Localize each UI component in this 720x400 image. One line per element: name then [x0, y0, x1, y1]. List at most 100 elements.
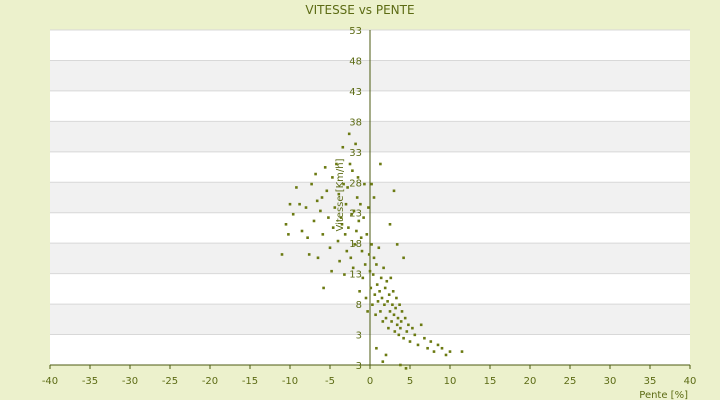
data-point	[365, 233, 369, 236]
data-point	[331, 176, 334, 179]
data-point	[370, 243, 373, 246]
data-point	[375, 283, 379, 286]
data-point	[319, 209, 322, 213]
data-point	[388, 310, 392, 313]
y-tick-label: 23	[349, 209, 362, 220]
data-point	[355, 196, 359, 199]
data-point	[363, 182, 366, 186]
data-point	[399, 326, 402, 330]
data-point	[423, 336, 426, 340]
data-point	[284, 223, 288, 226]
y-axis-label: Vitesse [Km/h]	[335, 158, 346, 231]
data-point	[384, 316, 388, 320]
data-point	[387, 293, 391, 296]
data-point	[398, 303, 401, 306]
data-point	[382, 266, 385, 270]
data-point	[432, 350, 436, 353]
data-point	[379, 276, 383, 280]
data-point	[402, 336, 405, 340]
data-point	[399, 320, 403, 323]
data-point	[396, 316, 400, 320]
data-point	[429, 340, 433, 343]
y-tick-label: 8	[356, 300, 362, 311]
data-point	[436, 343, 440, 347]
data-point	[366, 310, 369, 313]
data-point	[389, 276, 393, 280]
data-point	[350, 212, 353, 216]
data-point	[330, 269, 333, 273]
data-point	[411, 326, 414, 330]
data-point	[375, 346, 378, 350]
data-point	[394, 306, 397, 310]
data-point	[351, 169, 354, 172]
data-point	[327, 216, 330, 219]
y-tick-label: 3	[356, 331, 362, 342]
data-point	[300, 229, 304, 233]
data-point	[345, 249, 349, 253]
data-points	[280, 132, 464, 370]
data-point	[377, 246, 381, 250]
data-point	[440, 346, 444, 350]
data-point	[385, 279, 389, 283]
data-point	[460, 350, 464, 353]
data-point	[322, 286, 325, 290]
data-point	[373, 293, 377, 296]
data-point	[335, 162, 338, 166]
data-point	[413, 333, 417, 337]
data-point	[404, 367, 408, 370]
x-tick-label: 10	[444, 376, 457, 387]
y-tick-label: 48	[349, 56, 362, 67]
data-point	[370, 182, 373, 186]
data-point	[381, 320, 385, 323]
data-point	[354, 142, 357, 146]
data-point	[403, 316, 407, 320]
data-point	[339, 216, 343, 219]
data-point	[374, 313, 377, 317]
x-tick-label: -10	[282, 376, 298, 387]
data-point	[395, 323, 399, 327]
data-point	[328, 246, 332, 250]
data-point	[392, 189, 396, 193]
data-point	[325, 189, 329, 193]
data-point	[340, 223, 344, 226]
x-tick-label: -5	[325, 376, 335, 387]
data-point	[348, 162, 352, 166]
x-tick-label: -20	[202, 376, 218, 387]
x-tick-label: 25	[564, 376, 577, 387]
data-point	[320, 196, 324, 199]
x-tick-label: 35	[644, 376, 657, 387]
x-axis-label: Pente [%]	[639, 390, 688, 400]
data-point	[347, 132, 351, 136]
data-point	[355, 229, 358, 233]
x-tick-label: 5	[407, 376, 413, 387]
data-point	[315, 199, 319, 203]
data-point	[344, 202, 348, 206]
data-point	[304, 206, 308, 209]
data-point	[419, 323, 423, 327]
x-tick-labels: -40 -35 -30 -25 -20 -15 -10 -5 0 5 10 15 20 25 30 35 40	[42, 365, 696, 387]
data-point	[395, 296, 398, 300]
data-point	[361, 276, 365, 280]
data-point	[346, 186, 349, 189]
data-point	[395, 243, 399, 246]
data-point	[393, 330, 397, 333]
data-point	[383, 303, 386, 306]
data-point	[288, 202, 292, 206]
data-point	[280, 253, 284, 256]
x-tick-label: -25	[162, 376, 178, 387]
data-point	[341, 145, 345, 149]
data-point	[359, 236, 363, 239]
data-point	[356, 176, 360, 179]
data-point	[381, 360, 385, 363]
data-point	[338, 259, 341, 263]
data-point	[384, 353, 388, 357]
data-point	[399, 363, 402, 367]
x-tick-label: 30	[604, 376, 617, 387]
data-point	[306, 236, 309, 239]
data-point	[343, 273, 346, 276]
x-tick-label: -40	[42, 376, 58, 387]
x-tick-label: 20	[524, 376, 537, 387]
y-tick-label: 43	[349, 87, 362, 98]
data-point	[287, 233, 290, 236]
data-point	[376, 300, 380, 303]
